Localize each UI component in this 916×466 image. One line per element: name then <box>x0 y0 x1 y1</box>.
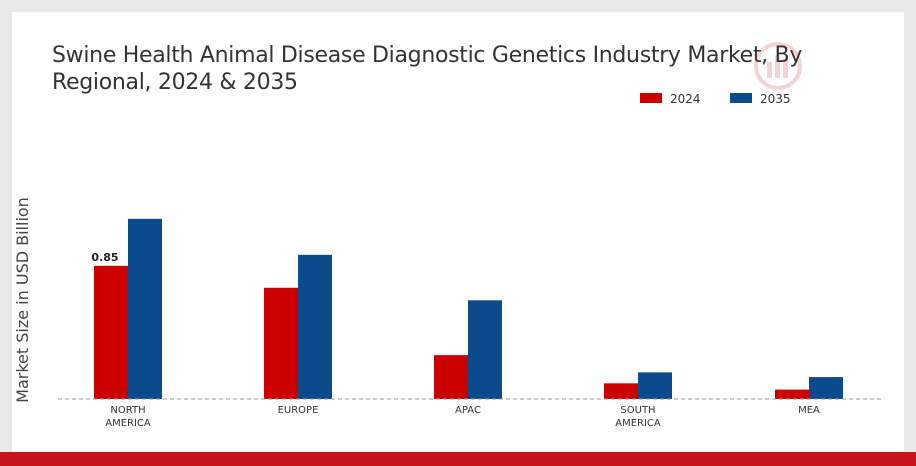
bar-north-america-2024 <box>94 265 128 399</box>
y-axis-label: Market Size in USD Billion <box>13 197 32 403</box>
bar-apac-2035 <box>468 300 502 399</box>
chart-title: Swine Health Animal Disease Diagnostic G… <box>52 43 803 95</box>
x-tick-label-apac: APAC <box>455 405 481 416</box>
x-tick-label-europe: EUROPE <box>278 405 319 416</box>
bar-south-america-2035 <box>638 372 672 399</box>
bar-apac-2024 <box>434 355 468 399</box>
legend-swatch-2024 <box>640 93 662 103</box>
x-tick-label-mea: MEA <box>798 405 820 416</box>
x-tick-labels: NORTH AMERICA EUROPE APAC SOUTH AMERICA MEA <box>105 405 820 429</box>
legend-swatch-2035 <box>730 93 752 103</box>
bar-north-america-2035 <box>128 218 162 399</box>
bar-europe-2024 <box>264 287 298 399</box>
x-tick-label-north-america: NORTH AMERICA <box>105 405 151 429</box>
bar-mea-2024 <box>775 389 809 399</box>
brand-logo-icon <box>754 42 802 90</box>
footer-accent-bar <box>0 452 916 466</box>
bars-group <box>94 218 843 399</box>
bar-mea-2035 <box>809 377 843 399</box>
legend: 2024 2035 <box>640 92 791 106</box>
data-labels: 0.85 <box>91 251 118 264</box>
legend-label-2024: 2024 <box>670 92 701 106</box>
bar-south-america-2024 <box>604 383 638 399</box>
x-tick-label-south-america: SOUTH AMERICA <box>615 405 661 429</box>
legend-label-2035: 2035 <box>760 92 791 106</box>
data-label-north-america-2024: 0.85 <box>91 251 118 264</box>
bar-europe-2035 <box>298 254 332 399</box>
